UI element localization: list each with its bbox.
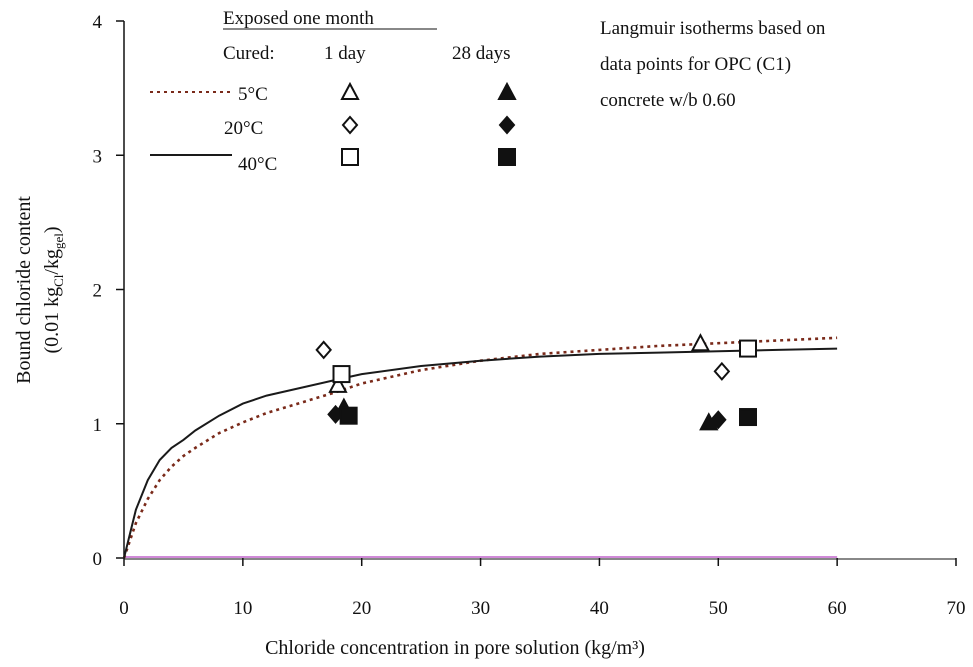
y-tick-label: 1 xyxy=(93,415,103,436)
note-line-2: data points for OPC (C1) xyxy=(600,54,791,75)
x-axis-title: Chloride concentration in pore solution … xyxy=(265,637,645,659)
y-unit-sub-1: Cl xyxy=(51,274,66,287)
diamond-open-point xyxy=(713,361,731,381)
triangle-open-point xyxy=(328,374,348,393)
legend-label-20c: 20°C xyxy=(224,118,263,139)
legend-triangle-open-icon xyxy=(340,81,360,100)
note-line-3: concrete w/b 0.60 xyxy=(600,90,736,111)
legend-label-40c: 40°C xyxy=(238,154,277,175)
triangle-open-point xyxy=(690,333,711,352)
y-tick-label: 2 xyxy=(93,281,103,302)
square-filled-point xyxy=(339,406,358,425)
legend-header: Exposed one month xyxy=(223,8,374,29)
diamond-open-point xyxy=(315,340,333,360)
y-tick-label: 4 xyxy=(93,12,103,33)
square-open-point xyxy=(332,365,351,384)
x-tick-label: 60 xyxy=(828,598,847,619)
isotherm-curve-40c xyxy=(123,347,838,559)
y-tick-label: 0 xyxy=(93,549,103,570)
y-axis-title: Bound chloride content xyxy=(13,196,35,384)
square-filled-point xyxy=(739,408,757,427)
diamond-filled-point xyxy=(709,410,727,430)
legend-square-filled-icon xyxy=(498,148,516,166)
x-tick-label: 40 xyxy=(590,598,609,619)
legend-col-28days: 28 days xyxy=(452,43,511,64)
legend-diamond-open-icon xyxy=(341,115,359,135)
y-unit-sub-2: gel xyxy=(51,233,66,249)
y-axis-unit: (0.01 kgCl/kggel) xyxy=(41,226,66,353)
legend-square-open-icon xyxy=(341,148,359,166)
isotherm-curves xyxy=(122,336,838,559)
y-unit-part-2: /kg xyxy=(41,249,63,275)
legend: Exposed one month Cured: 1 day 28 days 5… xyxy=(150,8,517,175)
x-tick-label: 70 xyxy=(947,598,966,619)
x-tick-label: 20 xyxy=(352,598,371,619)
legend-cured-label: Cured: xyxy=(223,43,275,64)
square-open-point xyxy=(739,339,757,358)
x-tick-label: 10 xyxy=(233,598,252,619)
x-tick-label: 0 xyxy=(119,598,129,619)
legend-label-5c: 5°C xyxy=(238,84,268,105)
x-tick-label: 50 xyxy=(709,598,728,619)
isotherm-curve-5c xyxy=(122,336,838,559)
legend-diamond-filled-icon xyxy=(498,115,516,135)
legend-triangle-filled-icon xyxy=(497,81,517,100)
note-line-1: Langmuir isotherms based on xyxy=(600,18,826,39)
data-points xyxy=(315,333,757,431)
y-unit-part-1: (0.01 kg xyxy=(41,287,63,354)
y-tick-label: 3 xyxy=(93,146,103,167)
y-unit-part-3: ) xyxy=(41,226,63,233)
x-tick-label: 30 xyxy=(471,598,490,619)
legend-col-1day: 1 day xyxy=(324,43,366,64)
